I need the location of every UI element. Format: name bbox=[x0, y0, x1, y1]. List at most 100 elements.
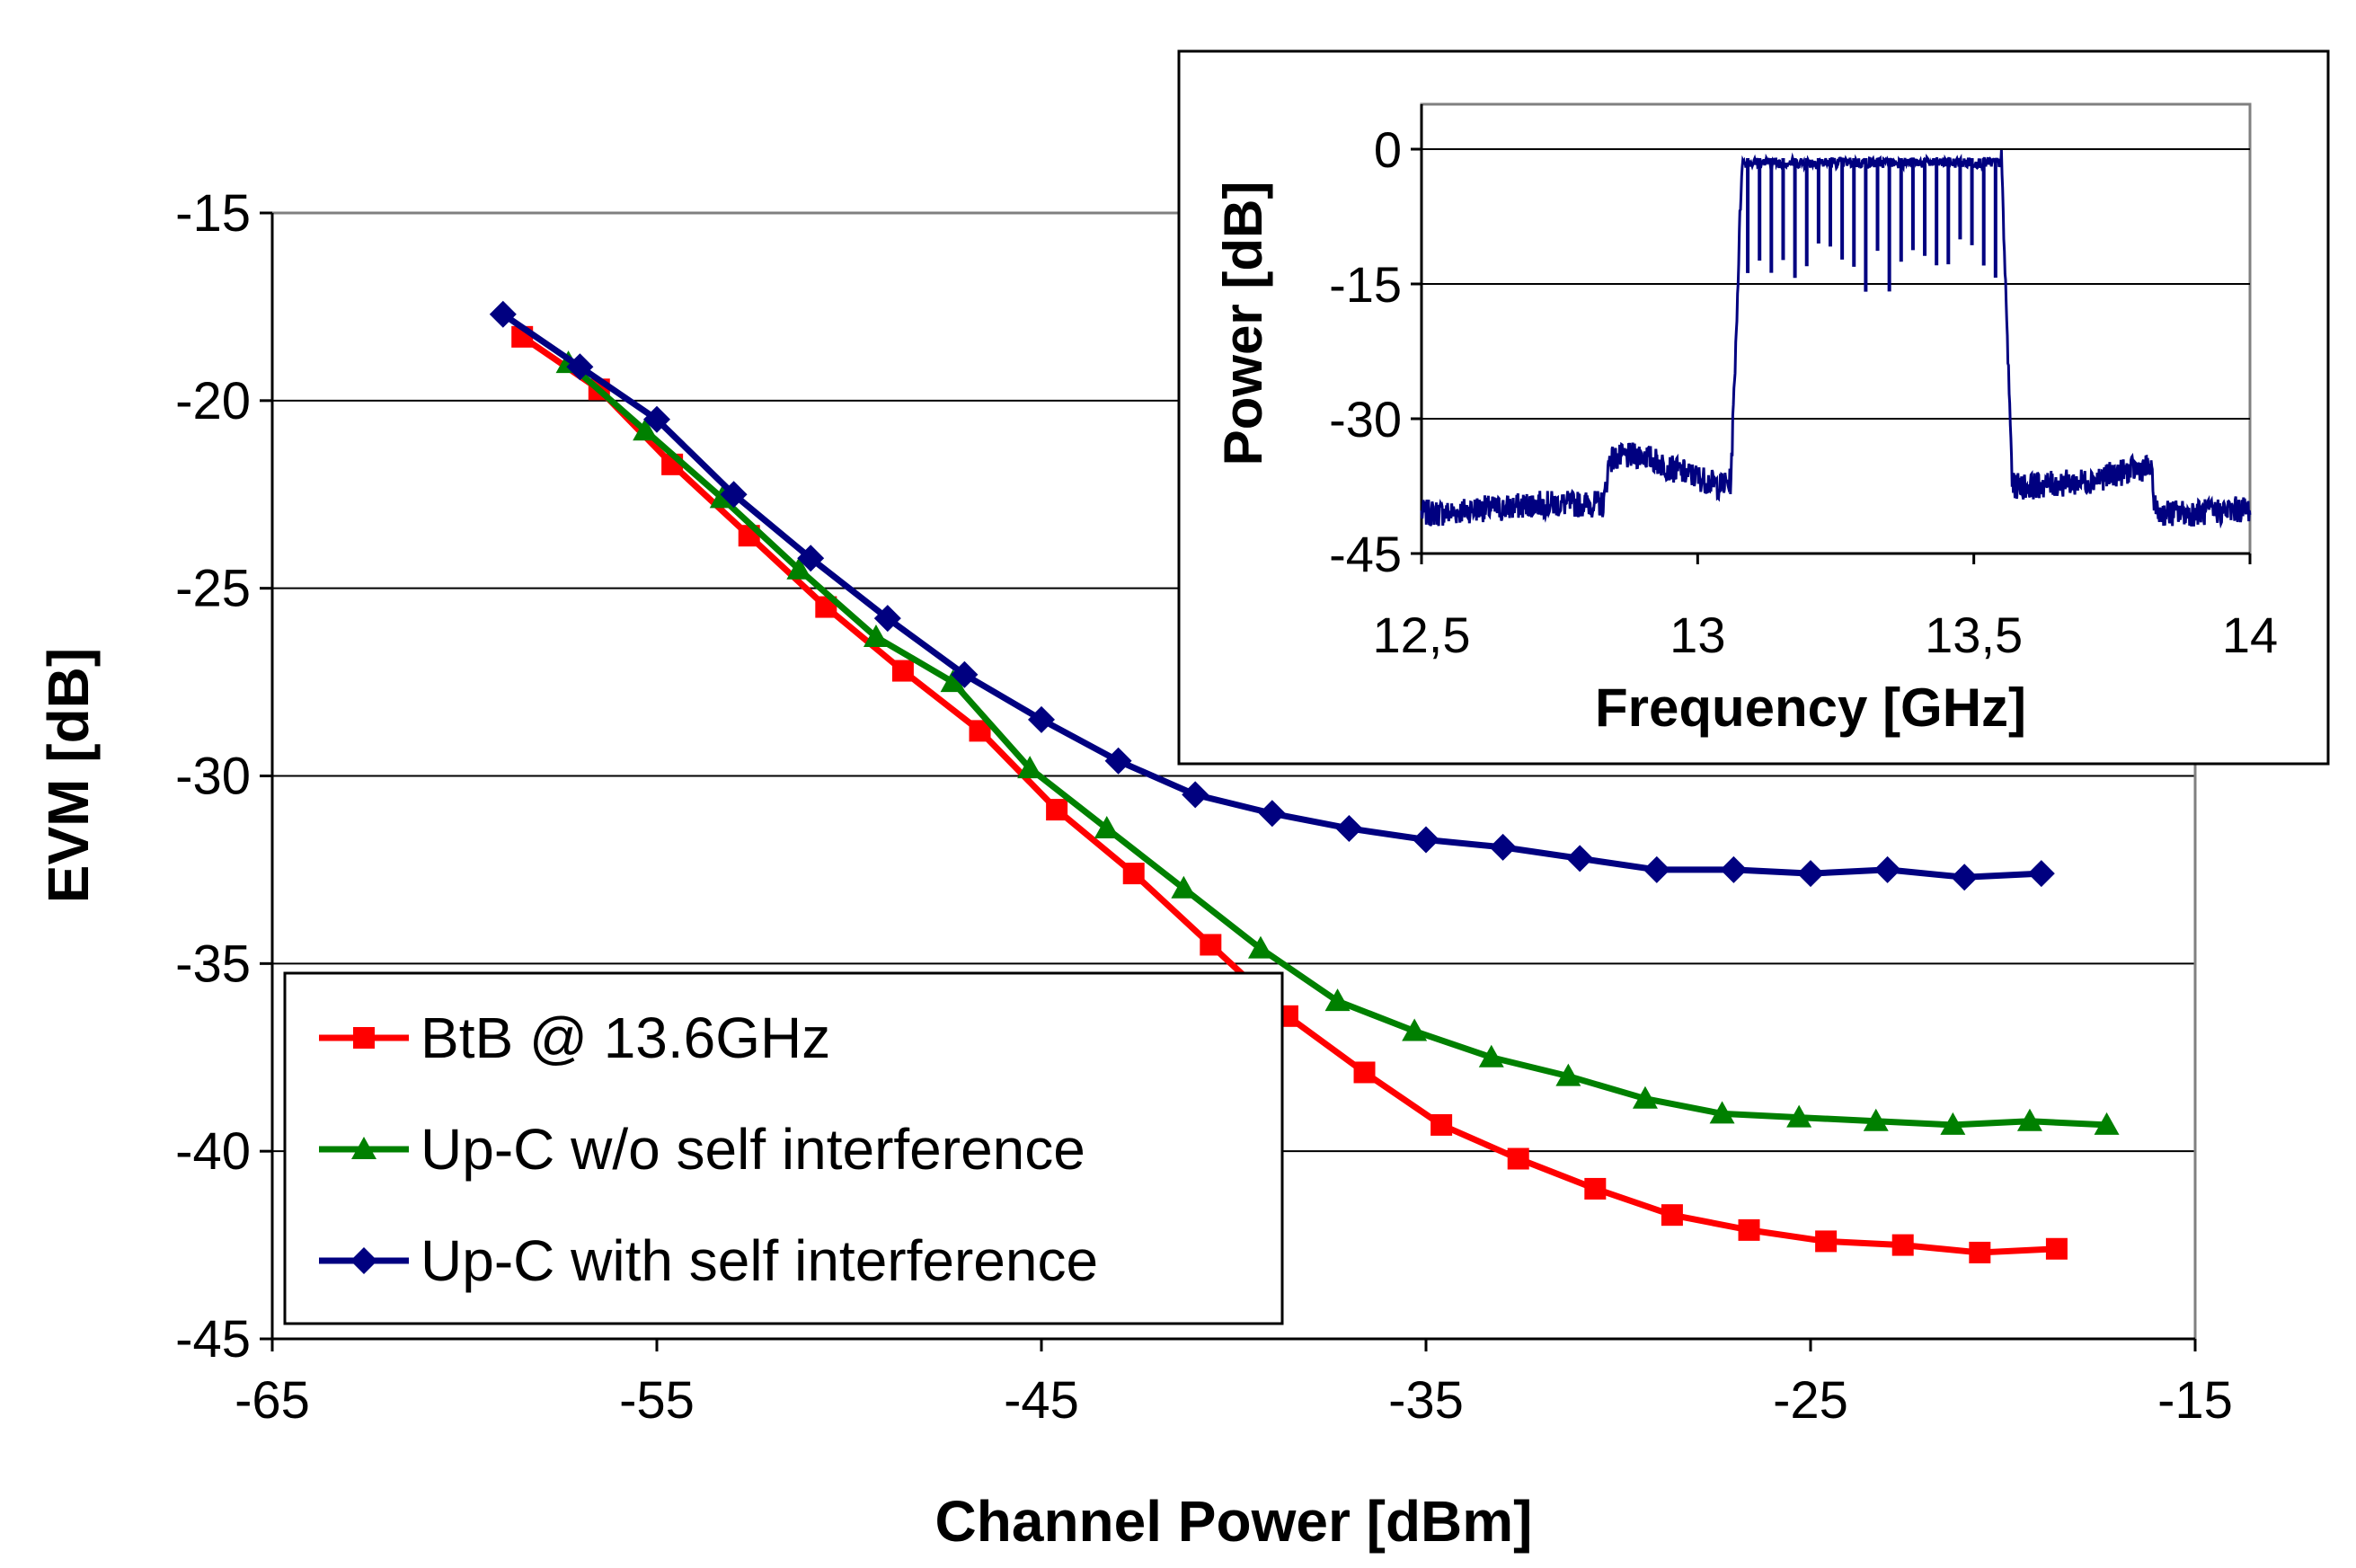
data-point bbox=[1247, 935, 1273, 959]
legend-marker bbox=[350, 1247, 377, 1274]
inset-spectrum bbox=[1420, 149, 2252, 529]
y-tick-label: -25 bbox=[175, 560, 251, 618]
data-point bbox=[489, 300, 517, 328]
data-point bbox=[1507, 1147, 1529, 1170]
data-point bbox=[566, 353, 594, 381]
data-point bbox=[1258, 800, 1286, 828]
data-point bbox=[1200, 934, 1222, 956]
legend-label: BtB @ 13.6GHz bbox=[421, 1005, 830, 1070]
inset-x-axis-title: Frequency [GHz] bbox=[1595, 678, 2026, 738]
data-point bbox=[1786, 1104, 1812, 1128]
x-tick-label: -65 bbox=[235, 1371, 310, 1430]
data-point bbox=[2094, 1112, 2120, 1135]
inset-x-tick-label: 14 bbox=[2222, 607, 2278, 663]
data-point bbox=[1122, 863, 1145, 885]
data-point bbox=[1413, 826, 1439, 854]
inset-axes bbox=[1411, 104, 2252, 564]
y-tick-label: -30 bbox=[175, 748, 251, 806]
data-point bbox=[1863, 1108, 1889, 1131]
legend-label: Up-C w/o self interference bbox=[421, 1117, 1085, 1182]
data-point bbox=[720, 481, 748, 509]
data-point bbox=[1566, 845, 1594, 873]
spectrum-trace bbox=[1420, 149, 2252, 529]
x-tick-label: -15 bbox=[2157, 1371, 2233, 1430]
data-point bbox=[1171, 875, 1197, 899]
data-point bbox=[1094, 815, 1120, 838]
legend-item: Up-C with self interference bbox=[319, 1228, 1098, 1293]
inset-y-axis-title: Power [dB] bbox=[1213, 182, 1273, 466]
inset-plot-area bbox=[1420, 102, 2252, 555]
data-point bbox=[2045, 1237, 2068, 1260]
y-tick-label: -40 bbox=[175, 1122, 251, 1181]
data-point bbox=[1643, 855, 1670, 883]
series-up-c-w-o-self-interference bbox=[555, 350, 2120, 1135]
x-tick-label: -55 bbox=[619, 1371, 695, 1430]
y-tick-label: -35 bbox=[175, 935, 251, 993]
data-point bbox=[1182, 781, 1209, 809]
legend-marker bbox=[353, 1027, 375, 1049]
data-point bbox=[633, 418, 659, 441]
data-point bbox=[1632, 1085, 1658, 1109]
series-up-c-with-self-interference bbox=[489, 300, 2055, 891]
data-point bbox=[1104, 747, 1132, 775]
legend-box bbox=[283, 971, 1284, 1325]
data-point bbox=[873, 605, 901, 633]
inset-x-tick-label: 12,5 bbox=[1373, 607, 1471, 663]
main-series bbox=[489, 300, 2120, 1263]
data-point bbox=[1430, 1113, 1453, 1136]
x-tick-label: -45 bbox=[1004, 1371, 1079, 1430]
legend-marker bbox=[351, 1137, 376, 1159]
inset-y-tick-label: 0 bbox=[1374, 121, 1402, 178]
y-axis-title: EVM [dB] bbox=[36, 648, 101, 903]
data-point bbox=[940, 669, 966, 693]
data-point bbox=[1720, 855, 1748, 883]
data-point bbox=[1873, 855, 1901, 883]
y-tick-label: -45 bbox=[175, 1310, 251, 1369]
data-point bbox=[1584, 1177, 1607, 1200]
data-point bbox=[1709, 1101, 1735, 1124]
main-axes bbox=[260, 211, 2197, 1351]
data-point bbox=[891, 660, 914, 682]
inset-gridlines bbox=[1422, 148, 2250, 420]
x-tick-label: -25 bbox=[1773, 1371, 1848, 1430]
data-point bbox=[863, 624, 889, 647]
inset-y-tick-label: -45 bbox=[1329, 526, 1402, 582]
data-point bbox=[1017, 756, 1043, 779]
data-point bbox=[1555, 1063, 1581, 1086]
data-point bbox=[1891, 1234, 1914, 1256]
data-point bbox=[643, 405, 670, 433]
y-tick-label: -20 bbox=[175, 372, 251, 430]
data-point bbox=[2016, 1108, 2042, 1131]
legend-item: BtB @ 13.6GHz bbox=[319, 1005, 830, 1070]
inset-y-tick-label: -15 bbox=[1329, 256, 1402, 313]
inset-chart: 0 -15 -30 -45 12,5 13 13,5 14 Frequency [GHz] P… bbox=[1177, 49, 2330, 766]
inset-y-tick-label: -30 bbox=[1329, 391, 1402, 447]
data-point bbox=[797, 545, 825, 572]
inset-tick-labels: 0 -15 -30 -45 12,5 13 13,5 14 bbox=[1329, 121, 2278, 663]
x-axis-title: Channel Power [dBm] bbox=[935, 1489, 1533, 1554]
main-tick-labels: -15-20-25-30-35-40-45-65 -55 -45 -35 -25 -15 bbox=[175, 184, 2233, 1430]
data-point bbox=[1940, 1112, 1966, 1135]
data-point bbox=[1738, 1218, 1760, 1241]
data-point bbox=[1969, 1241, 1991, 1263]
x-tick-label: -35 bbox=[1388, 1371, 1464, 1430]
data-point bbox=[1028, 705, 1055, 733]
data-point bbox=[1478, 1044, 1504, 1067]
y-tick-label: -15 bbox=[175, 184, 251, 243]
legend-item: Up-C w/o self interference bbox=[319, 1117, 1085, 1182]
data-point bbox=[1046, 799, 1068, 821]
data-point bbox=[786, 556, 812, 580]
data-point bbox=[2027, 860, 2055, 888]
data-point bbox=[1353, 1061, 1376, 1084]
data-point bbox=[1815, 1230, 1838, 1253]
legend: BtB @ 13.6GHz Up-C w/o self interference U… bbox=[283, 971, 1284, 1325]
data-point bbox=[1402, 1018, 1428, 1041]
legend-label: Up-C with self interference bbox=[421, 1228, 1098, 1293]
data-point bbox=[951, 660, 979, 688]
inset-x-tick-label: 13,5 bbox=[1925, 607, 2023, 663]
data-point bbox=[1797, 860, 1824, 888]
data-point bbox=[1335, 814, 1363, 842]
data-point bbox=[1661, 1204, 1683, 1227]
data-point bbox=[1324, 988, 1351, 1012]
